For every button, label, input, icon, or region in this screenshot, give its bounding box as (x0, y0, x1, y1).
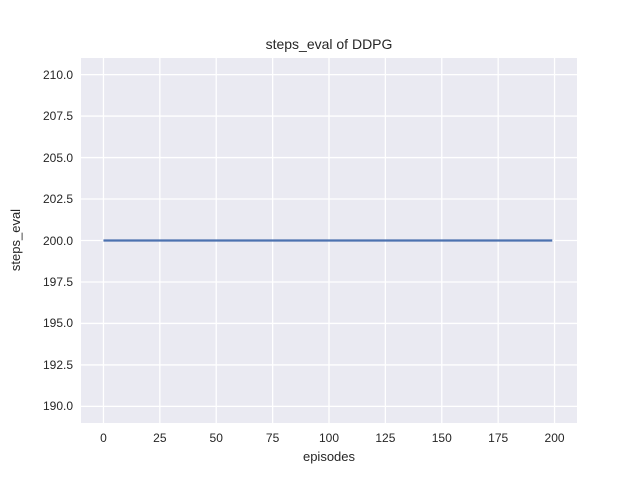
y-tick-label: 192.5 (42, 357, 73, 372)
x-tick-label: 0 (100, 431, 107, 445)
x-tick-label: 150 (431, 431, 452, 445)
x-tick-label: 25 (153, 431, 167, 445)
plot-area (81, 58, 577, 423)
y-tick-label: 190.0 (42, 399, 73, 414)
y-tick-label: 197.5 (42, 274, 73, 289)
y-tick-label: 200.0 (42, 233, 73, 248)
x-axis-label: episodes (302, 449, 356, 464)
y-tick-label: 210.0 (42, 67, 73, 82)
y-axis-label: steps_eval (8, 208, 23, 272)
plot-canvas (81, 58, 577, 423)
x-tick-label: 50 (209, 431, 223, 445)
x-tick-label: 175 (488, 431, 509, 445)
y-tick-label: 205.0 (42, 150, 73, 165)
x-tick-label: 200 (544, 431, 565, 445)
y-tick-label: 195.0 (42, 316, 73, 331)
x-tick-label: 125 (375, 431, 396, 445)
x-tick-label: 100 (318, 431, 340, 445)
y-tick-label: 207.5 (42, 109, 73, 124)
chart-title: steps_eval of DDPG (265, 36, 393, 52)
x-tick-label: 75 (265, 431, 280, 445)
y-tick-label: 202.5 (42, 192, 73, 207)
